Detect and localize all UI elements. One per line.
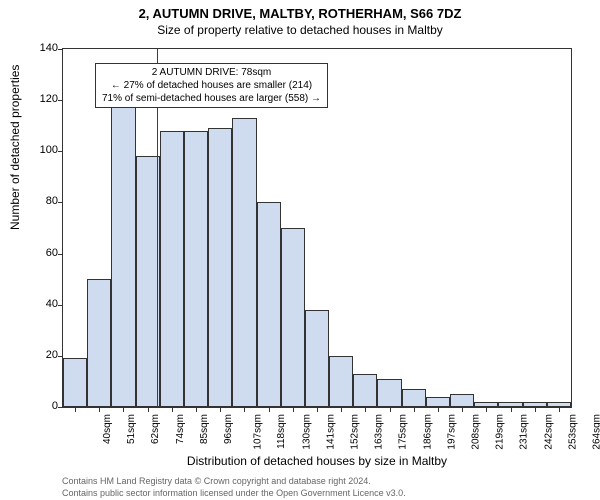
chart-title-line2: Size of property relative to detached ho… xyxy=(0,21,600,37)
x-tick-mark xyxy=(196,407,197,412)
x-tick-label: 163sqm xyxy=(374,414,385,450)
plot-area: 2 AUTUMN DRIVE: 78sqm← 27% of detached h… xyxy=(62,48,572,408)
histogram-bar xyxy=(232,118,256,407)
x-tick-mark xyxy=(172,407,173,412)
x-tick-mark xyxy=(486,407,487,412)
x-tick-mark xyxy=(390,407,391,412)
x-tick-mark xyxy=(99,407,100,412)
annotation-box: 2 AUTUMN DRIVE: 78sqm← 27% of detached h… xyxy=(95,63,328,108)
chart-title-line1: 2, AUTUMN DRIVE, MALTBY, ROTHERHAM, S66 … xyxy=(0,0,600,21)
x-tick-label: 219sqm xyxy=(495,414,506,450)
y-tick-mark xyxy=(58,305,63,306)
x-tick-label: 130sqm xyxy=(301,414,312,450)
histogram-bar xyxy=(353,374,377,407)
y-tick-label: 140 xyxy=(4,42,58,54)
histogram-bar xyxy=(402,389,426,407)
x-tick-mark xyxy=(148,407,149,412)
y-tick-mark xyxy=(58,254,63,255)
x-tick-label: 118sqm xyxy=(276,414,287,449)
y-tick-mark xyxy=(58,356,63,357)
x-tick-mark xyxy=(535,407,536,412)
x-tick-label: 175sqm xyxy=(398,414,409,450)
x-axis-label: Distribution of detached houses by size … xyxy=(62,454,572,468)
histogram-bar xyxy=(377,379,401,407)
x-tick-label: 107sqm xyxy=(253,414,264,450)
y-tick-label: 20 xyxy=(4,349,58,361)
y-tick-label: 120 xyxy=(4,93,58,105)
histogram-bar xyxy=(87,279,111,407)
x-tick-label: 74sqm xyxy=(175,414,186,444)
x-tick-label: 264sqm xyxy=(591,414,600,450)
histogram-bar xyxy=(111,103,135,407)
y-tick-label: 80 xyxy=(4,195,58,207)
y-tick-label: 100 xyxy=(4,144,58,156)
annotation-line: ← 27% of detached houses are smaller (21… xyxy=(102,79,321,92)
x-tick-mark xyxy=(462,407,463,412)
x-tick-label: 40sqm xyxy=(102,414,113,444)
histogram-bar xyxy=(184,131,208,407)
histogram-bar xyxy=(281,228,305,407)
histogram-bar xyxy=(426,397,450,407)
annotation-line: 71% of semi-detached houses are larger (… xyxy=(102,92,321,105)
histogram-bar xyxy=(450,394,474,407)
x-tick-label: 253sqm xyxy=(567,414,578,450)
x-tick-label: 141sqm xyxy=(325,414,336,450)
y-tick-mark xyxy=(58,151,63,152)
histogram-bar xyxy=(63,358,87,407)
x-tick-mark xyxy=(220,407,221,412)
x-tick-label: 96sqm xyxy=(223,414,234,444)
footer-line1: Contains HM Land Registry data © Crown c… xyxy=(62,476,371,486)
x-tick-mark xyxy=(75,407,76,412)
x-tick-label: 51sqm xyxy=(126,414,137,444)
y-tick-mark xyxy=(58,202,63,203)
x-tick-mark xyxy=(414,407,415,412)
x-tick-label: 152sqm xyxy=(350,414,361,450)
y-tick-mark xyxy=(58,407,63,408)
x-tick-label: 208sqm xyxy=(471,414,482,450)
x-tick-mark xyxy=(559,407,560,412)
histogram-bar xyxy=(305,310,329,407)
x-tick-label: 62sqm xyxy=(150,414,161,444)
histogram-bar xyxy=(136,156,160,407)
x-tick-mark xyxy=(293,407,294,412)
footer-line2: Contains public sector information licen… xyxy=(62,488,406,498)
histogram-bar xyxy=(329,356,353,407)
x-tick-label: 186sqm xyxy=(422,414,433,450)
y-tick-mark xyxy=(58,100,63,101)
x-tick-mark xyxy=(317,407,318,412)
x-tick-label: 231sqm xyxy=(519,414,530,450)
x-tick-label: 85sqm xyxy=(199,414,210,444)
x-tick-label: 242sqm xyxy=(543,414,554,450)
y-tick-label: 0 xyxy=(4,400,58,412)
y-tick-mark xyxy=(58,49,63,50)
x-tick-mark xyxy=(511,407,512,412)
x-tick-mark xyxy=(123,407,124,412)
x-tick-mark xyxy=(438,407,439,412)
x-tick-mark xyxy=(244,407,245,412)
x-tick-mark xyxy=(341,407,342,412)
y-tick-label: 60 xyxy=(4,247,58,259)
y-tick-label: 40 xyxy=(4,298,58,310)
x-tick-mark xyxy=(269,407,270,412)
x-tick-label: 197sqm xyxy=(446,414,457,450)
x-tick-mark xyxy=(365,407,366,412)
y-tick-container: 020406080100120140 xyxy=(0,48,60,408)
histogram-bar xyxy=(160,131,184,407)
histogram-bar xyxy=(257,202,281,407)
histogram-bar xyxy=(208,128,232,407)
annotation-line: 2 AUTUMN DRIVE: 78sqm xyxy=(102,66,321,79)
